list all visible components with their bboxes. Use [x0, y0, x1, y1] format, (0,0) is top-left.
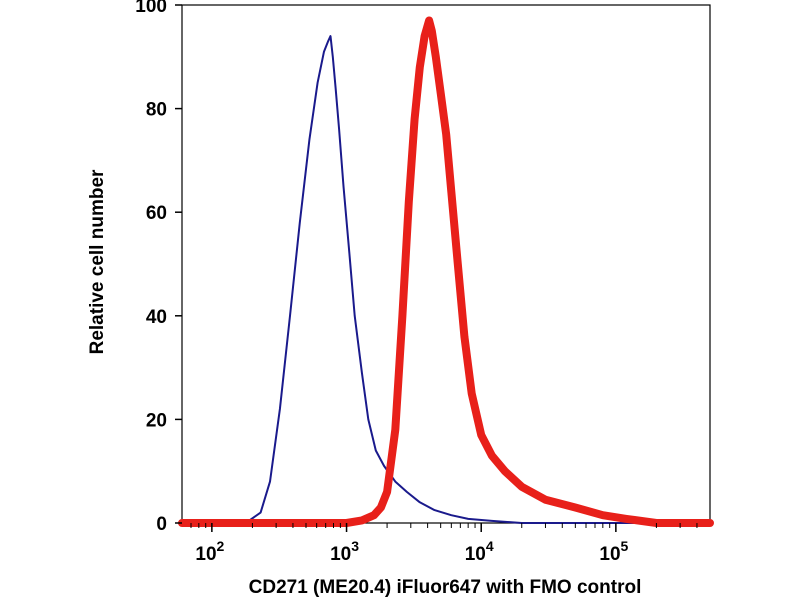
- x-tick-label: 105: [599, 538, 628, 565]
- y-tick-label: 80: [146, 100, 167, 121]
- y-tick-label: 20: [146, 410, 167, 431]
- y-tick-label: 100: [135, 0, 167, 17]
- x-tick-label: 104: [465, 538, 494, 565]
- x-axis-title: CD271 (ME20.4) iFluor647 with FMO contro…: [249, 577, 642, 598]
- x-tick-label: 103: [330, 538, 359, 565]
- x-tick-label: 102: [195, 538, 224, 565]
- y-tick-label: 0: [156, 514, 167, 535]
- y-axis-title: Relative cell number: [87, 169, 108, 354]
- y-tick-label: 40: [146, 307, 167, 328]
- axes: 0 20 40 60 80 100 102 103 104 105: [135, 0, 698, 565]
- plot-area: [181, 4, 711, 524]
- plot-border: [181, 4, 711, 524]
- fmo-control-curve: [181, 35, 711, 524]
- series-layer: [178, 16, 714, 527]
- stained-curve: [178, 16, 714, 527]
- y-tick-label: 60: [146, 203, 167, 224]
